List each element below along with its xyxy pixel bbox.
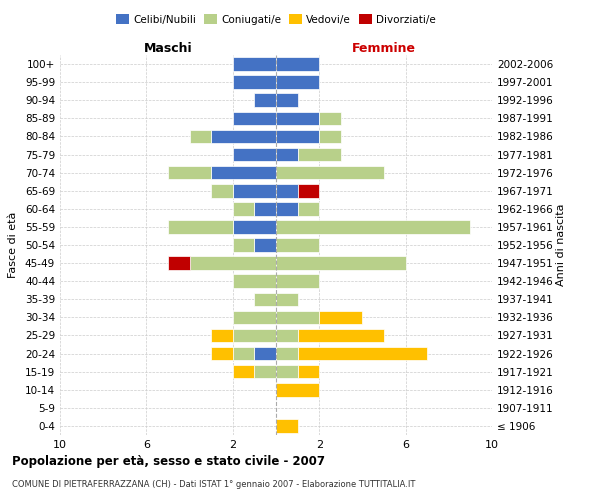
Bar	[276, 419, 298, 432]
Bar	[233, 202, 254, 215]
Text: Femmine: Femmine	[352, 42, 416, 55]
Bar	[276, 238, 319, 252]
Bar	[298, 184, 319, 198]
Bar	[254, 238, 276, 252]
Bar	[298, 347, 427, 360]
Y-axis label: Fasce di età: Fasce di età	[8, 212, 18, 278]
Bar	[276, 256, 406, 270]
Bar	[233, 76, 276, 89]
Bar	[276, 112, 319, 125]
Bar	[276, 148, 298, 162]
Bar	[190, 130, 211, 143]
Bar	[233, 310, 276, 324]
Bar	[298, 202, 319, 215]
Bar	[276, 184, 298, 198]
Bar	[233, 58, 276, 71]
Bar	[319, 310, 362, 324]
Bar	[233, 347, 254, 360]
Bar	[276, 383, 319, 396]
Bar	[233, 274, 276, 288]
Bar	[276, 347, 298, 360]
Bar	[276, 202, 298, 215]
Bar	[211, 184, 233, 198]
Bar	[276, 274, 319, 288]
Bar	[298, 148, 341, 162]
Bar	[254, 202, 276, 215]
Bar	[298, 328, 384, 342]
Bar	[276, 365, 298, 378]
Bar	[233, 112, 276, 125]
Bar	[276, 292, 298, 306]
Bar	[211, 130, 276, 143]
Bar	[233, 365, 254, 378]
Text: Popolazione per età, sesso e stato civile - 2007: Popolazione per età, sesso e stato civil…	[12, 455, 325, 468]
Bar	[276, 166, 384, 179]
Bar	[276, 310, 319, 324]
Bar	[211, 347, 233, 360]
Bar	[298, 365, 319, 378]
Bar	[211, 328, 233, 342]
Legend: Celibi/Nubili, Coniugati/e, Vedovi/e, Divorziati/e: Celibi/Nubili, Coniugati/e, Vedovi/e, Di…	[112, 10, 440, 29]
Bar	[190, 256, 276, 270]
Bar	[254, 347, 276, 360]
Bar	[168, 256, 190, 270]
Bar	[276, 130, 319, 143]
Bar	[233, 184, 276, 198]
Bar	[233, 148, 276, 162]
Bar	[233, 238, 254, 252]
Bar	[233, 328, 276, 342]
Bar	[276, 58, 319, 71]
Y-axis label: Anni di nascita: Anni di nascita	[556, 204, 566, 286]
Text: Maschi: Maschi	[143, 42, 193, 55]
Bar	[276, 94, 298, 107]
Bar	[168, 166, 211, 179]
Bar	[276, 220, 470, 234]
Bar	[168, 220, 233, 234]
Bar	[211, 166, 276, 179]
Bar	[276, 76, 319, 89]
Bar	[319, 112, 341, 125]
Text: COMUNE DI PIETRAFERRAZZANA (CH) - Dati ISTAT 1° gennaio 2007 - Elaborazione TUTT: COMUNE DI PIETRAFERRAZZANA (CH) - Dati I…	[12, 480, 415, 489]
Bar	[319, 130, 341, 143]
Bar	[254, 292, 276, 306]
Bar	[254, 94, 276, 107]
Bar	[233, 220, 276, 234]
Bar	[254, 365, 276, 378]
Bar	[276, 328, 298, 342]
